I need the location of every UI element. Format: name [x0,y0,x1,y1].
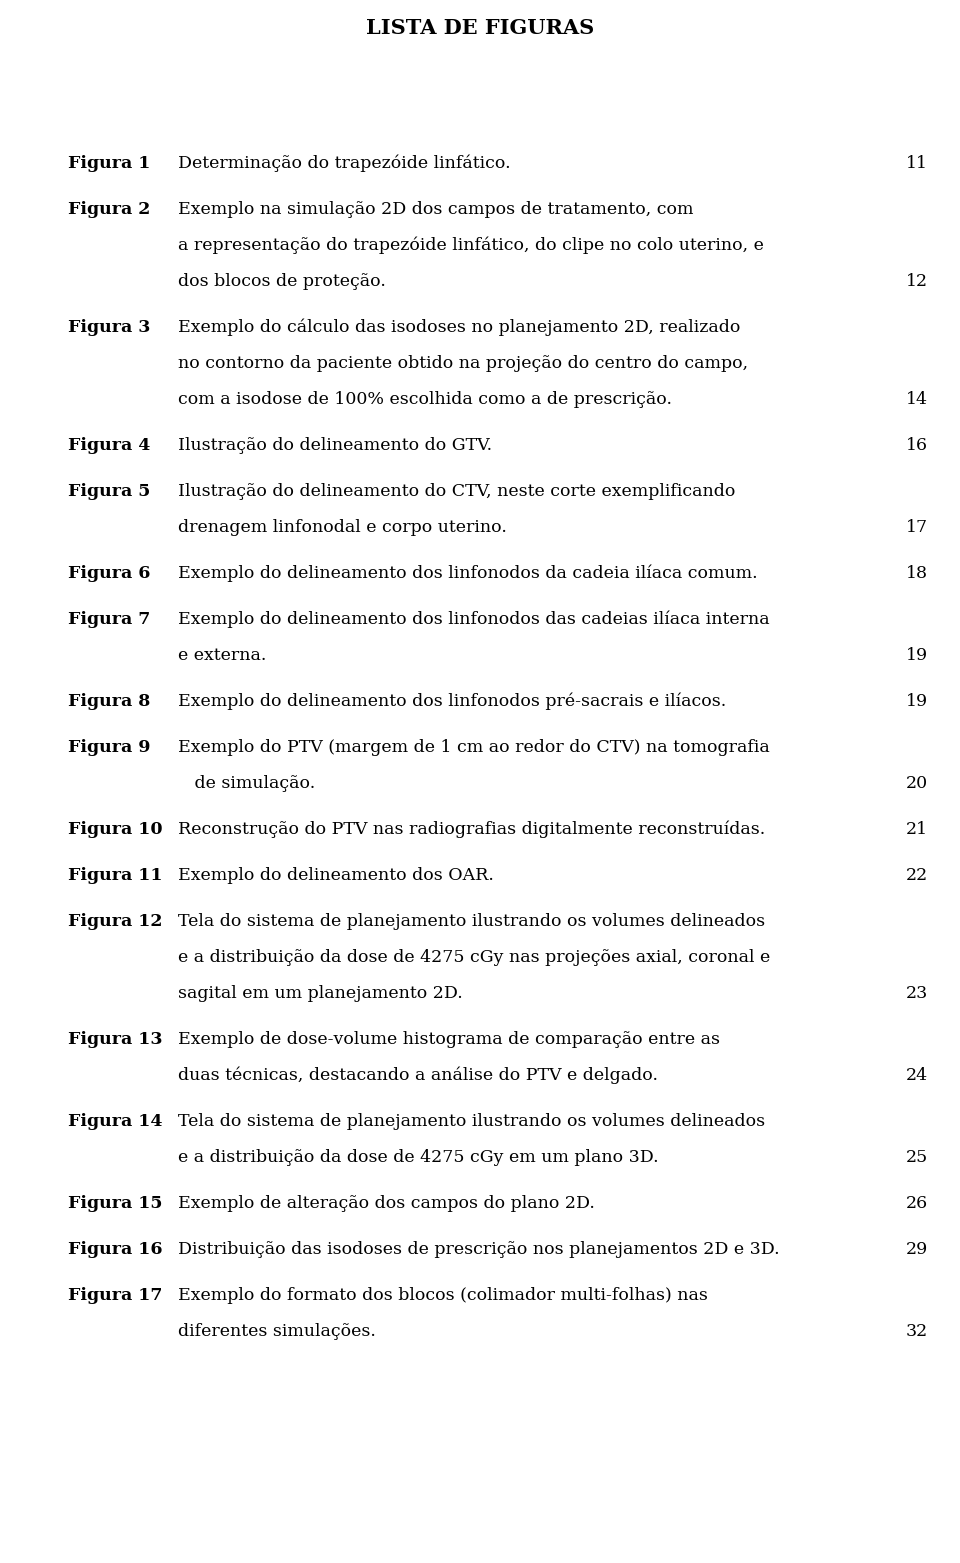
Text: Distribuição das isodoses de prescrição nos planejamentos 2D e 3D.: Distribuição das isodoses de prescrição … [178,1241,780,1258]
Text: LISTA DE FIGURAS: LISTA DE FIGURAS [366,19,594,38]
Text: Reconstrução do PTV nas radiografias digitalmente reconstruídas.: Reconstrução do PTV nas radiografias dig… [178,821,765,838]
Text: Figura 16: Figura 16 [68,1241,162,1258]
Text: 11: 11 [906,155,928,172]
Text: e a distribuição da dose de 4275 cGy em um plano 3D.: e a distribuição da dose de 4275 cGy em … [178,1149,659,1166]
Text: Figura 13: Figura 13 [68,1032,162,1049]
Text: e a distribuição da dose de 4275 cGy nas projeções axial, coronal e: e a distribuição da dose de 4275 cGy nas… [178,949,770,966]
Text: no contorno da paciente obtido na projeção do centro do campo,: no contorno da paciente obtido na projeç… [178,355,748,372]
Text: Figura 10: Figura 10 [68,821,162,838]
Text: drenagem linfonodal e corpo uterino.: drenagem linfonodal e corpo uterino. [178,519,507,536]
Text: Exemplo do delineamento dos linfonodos da cadeia ilíaca comum.: Exemplo do delineamento dos linfonodos d… [178,564,757,583]
Text: Tela do sistema de planejamento ilustrando os volumes delineados: Tela do sistema de planejamento ilustran… [178,913,765,930]
Text: Figura 12: Figura 12 [68,913,162,930]
Text: Exemplo de alteração dos campos do plano 2D.: Exemplo de alteração dos campos do plano… [178,1196,595,1211]
Text: Figura 6: Figura 6 [68,564,151,581]
Text: Figura 5: Figura 5 [68,483,151,500]
Text: Figura 3: Figura 3 [68,319,151,336]
Text: a representação do trapezóide linfático, do clipe no colo uterino, e: a representação do trapezóide linfático,… [178,238,764,255]
Text: 12: 12 [906,274,928,291]
Text: 16: 16 [906,438,928,453]
Text: 18: 18 [906,564,928,581]
Text: 14: 14 [906,391,928,408]
Text: Exemplo do delineamento dos linfonodos das cadeias ilíaca interna: Exemplo do delineamento dos linfonodos d… [178,611,770,628]
Text: dos blocos de proteção.: dos blocos de proteção. [178,274,386,291]
Text: sagital em um planejamento 2D.: sagital em um planejamento 2D. [178,985,463,1002]
Text: diferentes simulações.: diferentes simulações. [178,1322,376,1339]
Text: 26: 26 [906,1196,928,1211]
Text: Figura 14: Figura 14 [68,1113,162,1130]
Text: 29: 29 [905,1241,928,1258]
Text: 22: 22 [905,867,928,885]
Text: 25: 25 [905,1149,928,1166]
Text: Determinação do trapezóide linfático.: Determinação do trapezóide linfático. [178,155,511,172]
Text: 32: 32 [905,1322,928,1339]
Text: Figura 7: Figura 7 [68,611,151,628]
Text: 19: 19 [906,692,928,710]
Text: 24: 24 [906,1068,928,1085]
Text: Exemplo de dose-volume histograma de comparação entre as: Exemplo de dose-volume histograma de com… [178,1032,720,1049]
Text: Ilustração do delineamento do CTV, neste corte exemplificando: Ilustração do delineamento do CTV, neste… [178,483,735,500]
Text: Figura 4: Figura 4 [68,438,151,453]
Text: Exemplo do delineamento dos OAR.: Exemplo do delineamento dos OAR. [178,867,493,885]
Text: Exemplo do delineamento dos linfonodos pré-sacrais e ilíacos.: Exemplo do delineamento dos linfonodos p… [178,692,727,711]
Text: Exemplo do formato dos blocos (colimador multi-folhas) nas: Exemplo do formato dos blocos (colimador… [178,1286,708,1304]
Text: Ilustração do delineamento do GTV.: Ilustração do delineamento do GTV. [178,438,492,453]
Text: Exemplo do PTV (margem de 1 cm ao redor do CTV) na tomografia: Exemplo do PTV (margem de 1 cm ao redor … [178,739,770,756]
Text: Figura 9: Figura 9 [68,739,151,756]
Text: Tela do sistema de planejamento ilustrando os volumes delineados: Tela do sistema de planejamento ilustran… [178,1113,765,1130]
Text: Exemplo do cálculo das isodoses no planejamento 2D, realizado: Exemplo do cálculo das isodoses no plane… [178,319,740,336]
Text: Figura 17: Figura 17 [68,1286,162,1304]
Text: de simulação.: de simulação. [178,775,315,792]
Text: e externa.: e externa. [178,647,266,664]
Text: Figura 15: Figura 15 [68,1196,162,1211]
Text: Figura 8: Figura 8 [68,692,151,710]
Text: Figura 2: Figura 2 [68,202,151,217]
Text: duas técnicas, destacando a análise do PTV e delgado.: duas técnicas, destacando a análise do P… [178,1068,658,1085]
Text: 19: 19 [906,647,928,664]
Text: 17: 17 [906,519,928,536]
Text: com a isodose de 100% escolhida como a de prescrição.: com a isodose de 100% escolhida como a d… [178,391,672,408]
Text: Figura 11: Figura 11 [68,867,162,885]
Text: Figura 1: Figura 1 [68,155,151,172]
Text: 20: 20 [906,775,928,792]
Text: 23: 23 [905,985,928,1002]
Text: 21: 21 [906,821,928,838]
Text: Exemplo na simulação 2D dos campos de tratamento, com: Exemplo na simulação 2D dos campos de tr… [178,202,693,217]
